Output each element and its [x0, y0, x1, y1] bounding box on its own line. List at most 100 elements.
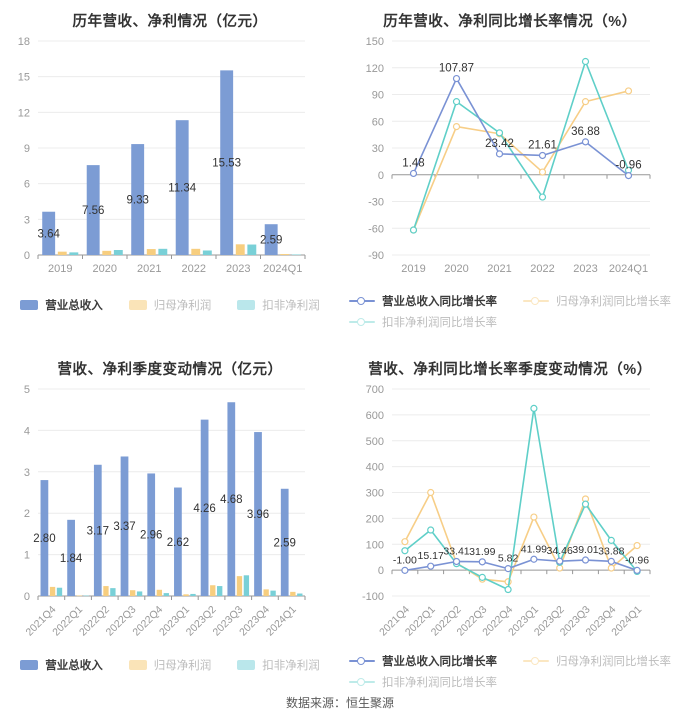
bar — [40, 480, 49, 596]
bar — [76, 595, 82, 597]
y-axis-tick-label: 600 — [366, 410, 384, 422]
legend-dot — [357, 296, 365, 305]
data-label: 5.82 — [498, 553, 519, 565]
panel-quarterly-revenue-profit: 营收、净利季度变动情况（亿元） 0 1 2 3 4 5 2021Q4 2022Q1 2022Q2… — [0, 348, 340, 690]
series-point-marker — [633, 566, 641, 574]
bar — [147, 473, 156, 596]
data-label: 33.41 — [443, 545, 469, 557]
legend-label: 扣非净利润 — [262, 300, 320, 312]
legend-item-series-1[interactable]: 归母净利润同比增长率 — [523, 653, 671, 669]
y-axis-tick-label: 5 — [24, 384, 30, 396]
bar — [243, 575, 250, 596]
data-label: -1.00 — [393, 554, 417, 566]
series-point-marker — [452, 74, 461, 83]
x-axis-tick-label: 2020 — [93, 263, 117, 275]
bar — [83, 595, 89, 597]
quarterly-growth-rate-line-chart: -10001002003004005006007002021Q42022Q120… — [362, 384, 651, 639]
legend-item-series-1[interactable]: 归母净利润同比增长率 — [523, 293, 671, 309]
data-label: 9.33 — [126, 195, 148, 207]
data-label: 41.99 — [521, 543, 547, 555]
legend-label: 营业总收入 — [45, 660, 103, 672]
y-axis-tick-label: 0 — [378, 170, 384, 182]
data-source: 数据来源：恒生聚源 — [285, 696, 394, 710]
legend-label: 归母净利润 — [153, 660, 212, 672]
data-label: -0.96 — [625, 554, 649, 566]
chart-title-quarterly-growth-rate: 营收、净利同比增长率季度变动情况（%） — [368, 362, 652, 378]
series-point-marker — [504, 565, 512, 573]
series-point-marker — [607, 564, 615, 572]
legend-item-series-2[interactable]: 扣非净利润同比增长率 — [349, 314, 497, 330]
series-line — [404, 407, 638, 591]
series-point-marker — [409, 226, 418, 234]
legend-item-series-2[interactable]: 扣非净利润 — [237, 657, 320, 673]
legend-item-series-0[interactable]: 营业总收入 — [20, 657, 103, 673]
data-label: 3.37 — [113, 521, 135, 533]
series-point-marker — [581, 57, 590, 66]
bar — [190, 593, 196, 596]
data-label: 11.34 — [168, 183, 197, 195]
data-label: 15.17 — [418, 550, 444, 562]
x-axis-tick-label: 2019 — [48, 263, 72, 275]
y-axis-tick-label: 400 — [366, 462, 384, 474]
data-label: 2.59 — [260, 235, 282, 247]
bar — [280, 254, 290, 255]
series-point-marker — [401, 547, 409, 555]
bar — [236, 576, 243, 596]
y-axis-tick-label: 0 — [24, 591, 30, 603]
series-point-marker — [401, 566, 409, 574]
data-label: 15.53 — [212, 158, 241, 170]
y-axis-tick-label: 0 — [378, 565, 384, 577]
series-point-marker — [633, 541, 641, 550]
bar — [263, 589, 269, 596]
series-point-marker — [452, 557, 461, 566]
data-label: 2.96 — [140, 530, 162, 542]
legend-dot — [531, 656, 539, 665]
series-point-marker — [530, 404, 538, 413]
x-axis-tick-label: 2022 — [182, 263, 206, 275]
data-label: 4.68 — [220, 494, 242, 506]
legend-item-series-2[interactable]: 扣非净利润 — [237, 297, 320, 313]
series-line — [412, 77, 629, 177]
legend-swatch — [128, 660, 147, 670]
legend-item-series-0[interactable]: 营业总收入同比增长率 — [349, 653, 497, 669]
legend-dot — [357, 677, 365, 686]
legend-item-series-1[interactable]: 归母净利润 — [128, 297, 211, 313]
data-label: 3.17 — [87, 525, 109, 537]
bar — [247, 244, 257, 255]
chart-title-annual-growth-rate: 历年营收、净利同比增长率情况（%） — [383, 14, 637, 30]
legend-dot — [357, 317, 365, 326]
legend-swatch — [237, 300, 256, 310]
series-point-marker — [624, 87, 633, 95]
bar — [290, 591, 296, 596]
legend-dot — [357, 656, 365, 665]
y-axis-tick-label: 300 — [366, 488, 384, 500]
bar — [103, 586, 109, 596]
y-axis-tick-label: -90 — [368, 250, 384, 262]
bar — [270, 590, 276, 596]
y-axis-tick-label: 3 — [24, 467, 30, 479]
legend-item-series-0[interactable]: 营业总收入 — [20, 297, 103, 313]
x-axis-tick-label: 2024Q1 — [609, 263, 648, 275]
y-axis-tick-label: 2 — [24, 508, 30, 520]
bar — [158, 248, 168, 255]
legend-item-series-0[interactable]: 营业总收入同比增长率 — [349, 293, 497, 309]
y-axis-tick-label: 4 — [24, 425, 30, 437]
legend-label: 营业总收入同比增长率 — [382, 296, 497, 308]
legend-label: 扣非净利润 — [262, 660, 320, 672]
series-point-marker — [427, 526, 435, 534]
legend-label: 归母净利润同比增长率 — [556, 296, 671, 308]
data-label: 21.61 — [528, 139, 557, 151]
series-point-marker — [624, 172, 633, 180]
panel-annual-revenue-profit: 历年营收、净利情况（亿元） 0 3 6 9 12 15 18 2019 2020 2021 2022… — [0, 0, 340, 348]
legend-item-series-2[interactable]: 扣非净利润同比增长率 — [349, 674, 497, 690]
series-line — [412, 90, 629, 231]
bar — [102, 250, 112, 255]
legend-line-marker — [349, 296, 375, 306]
x-axis-tick-label: 2021 — [487, 263, 511, 275]
legend-swatch — [20, 660, 39, 670]
series-line — [404, 491, 638, 583]
legend-item-series-1[interactable]: 归母净利润 — [128, 657, 212, 673]
y-axis-tick-label: 30 — [372, 143, 384, 155]
bar — [113, 250, 123, 255]
